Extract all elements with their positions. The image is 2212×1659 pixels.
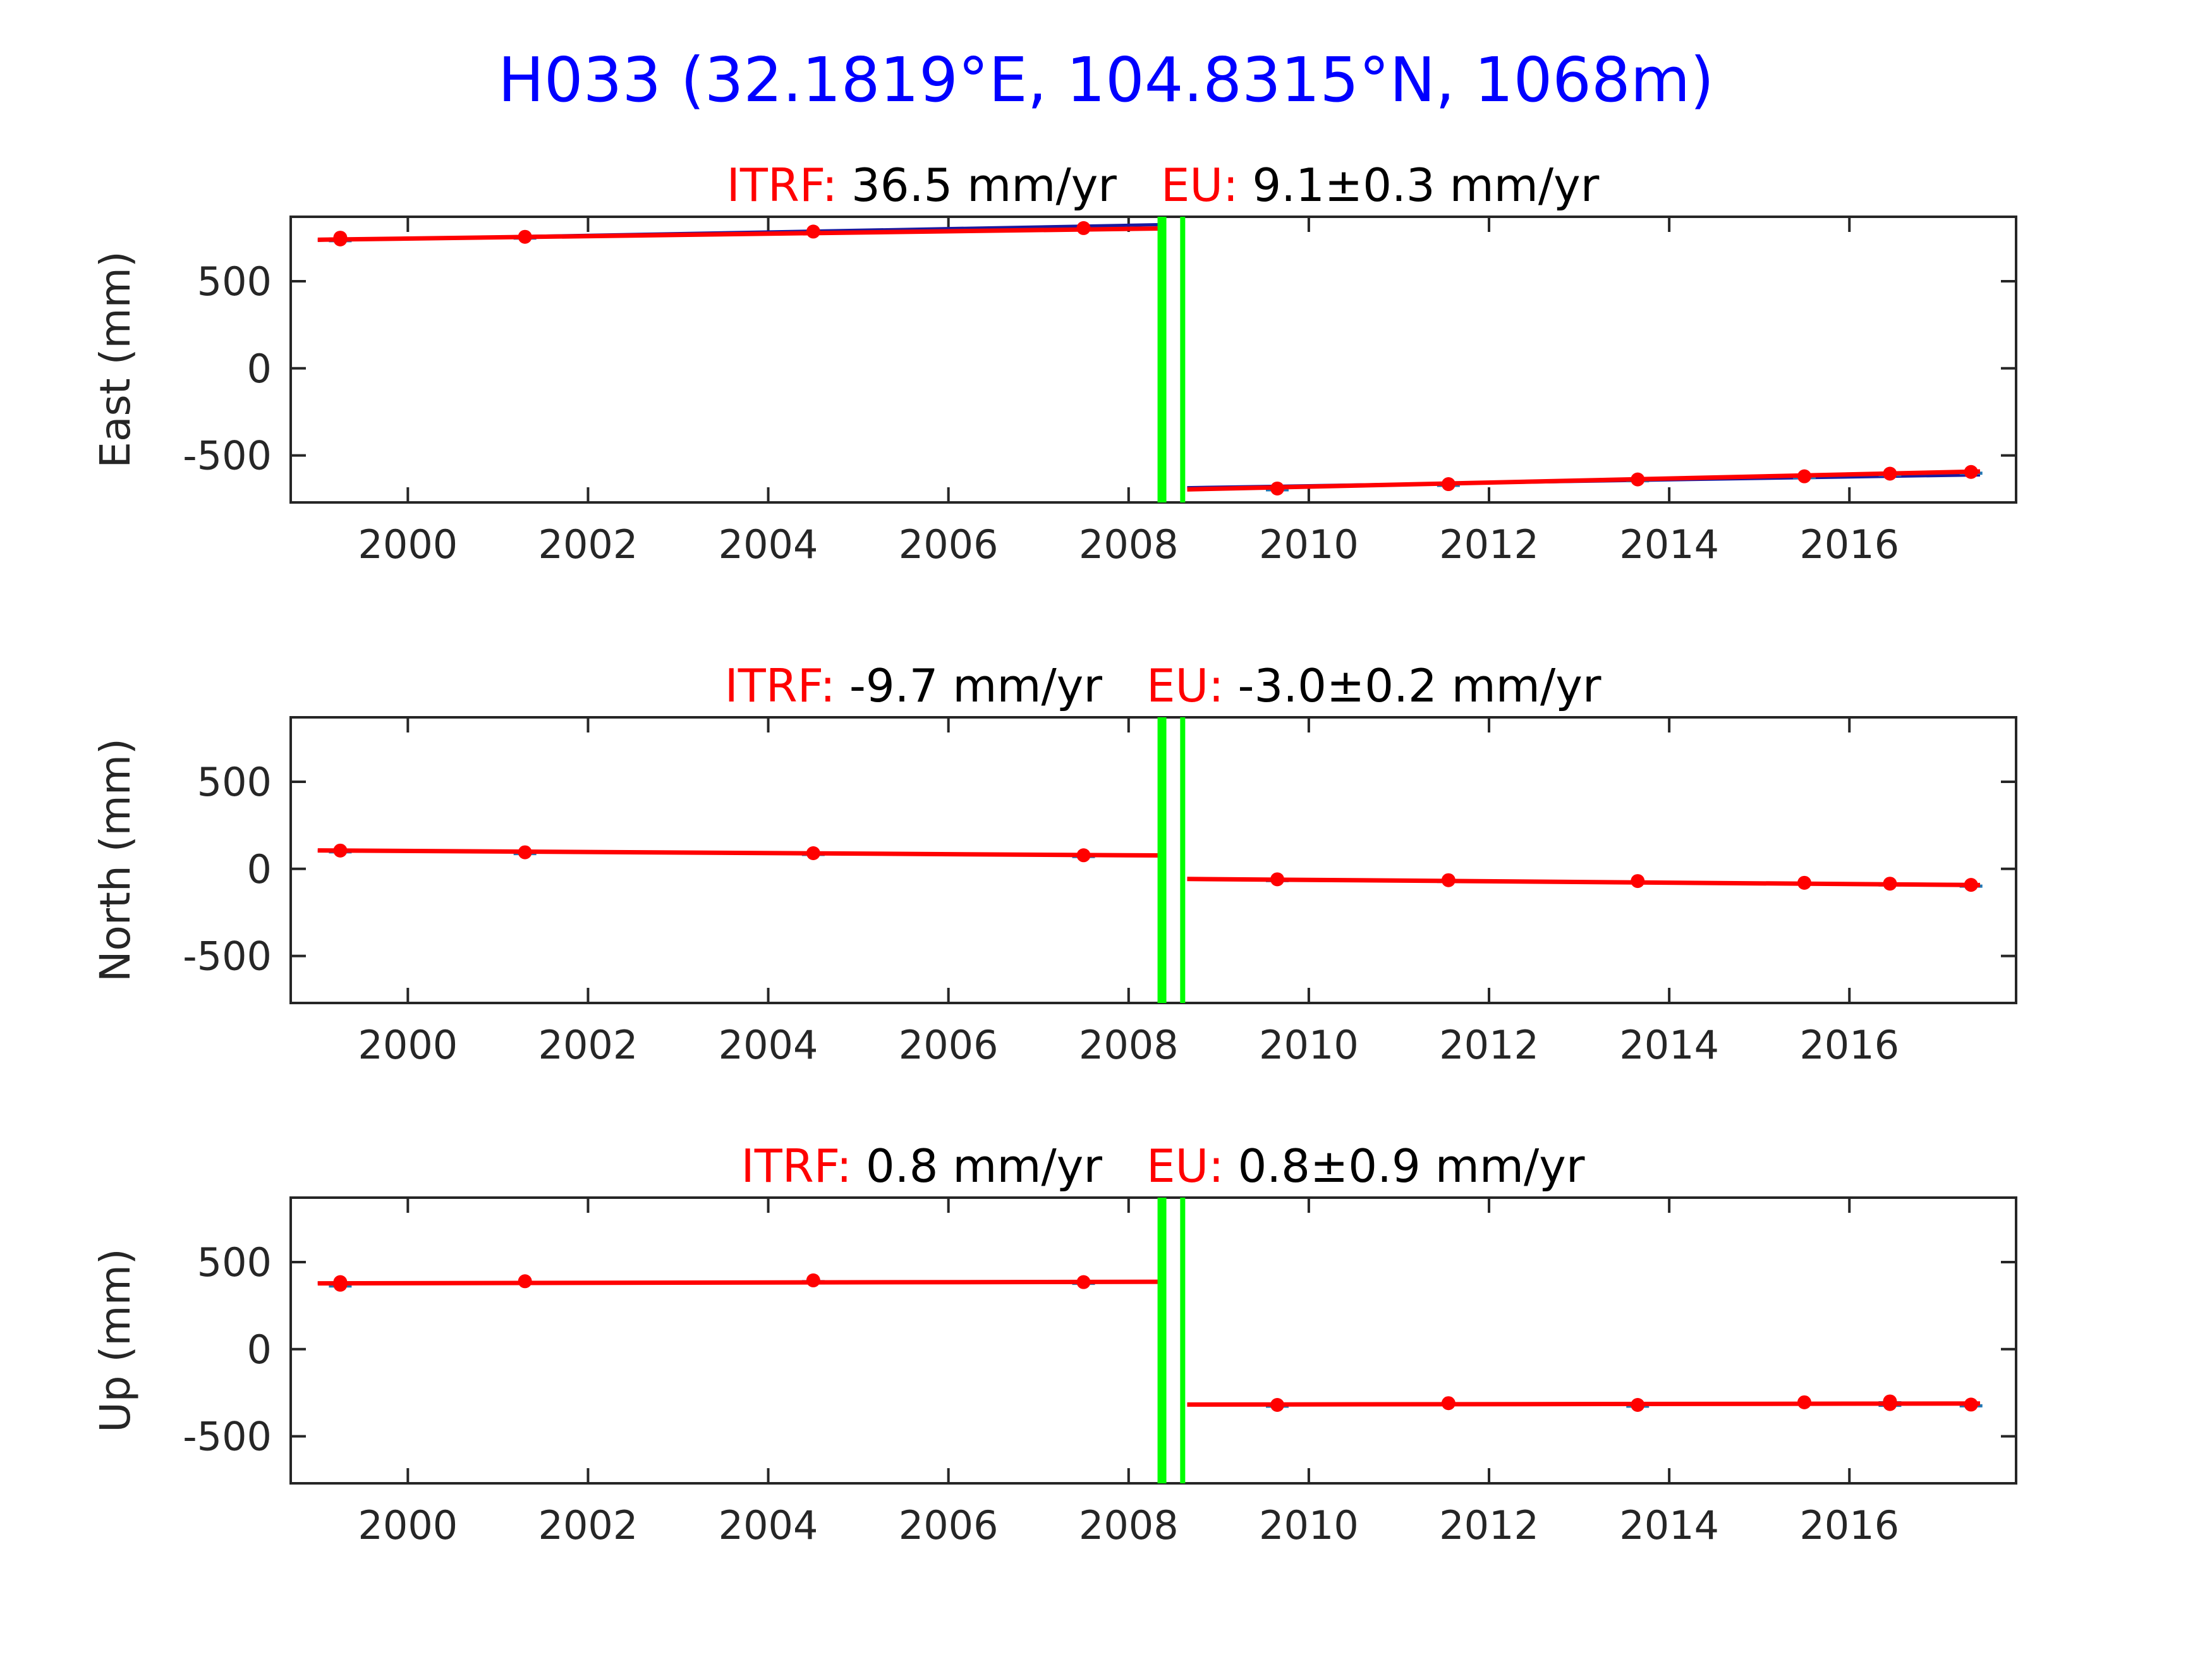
fit-line [317, 848, 1160, 858]
fit-line [317, 226, 1160, 242]
data-point [1631, 472, 1645, 487]
x-tick-label: 2016 [1799, 1502, 1899, 1548]
x-tick-label: 2002 [538, 521, 638, 568]
y-tick-label: 0 [247, 346, 272, 392]
x-tick-label: 2000 [358, 521, 458, 568]
x-tick-label: 2004 [719, 1022, 818, 1068]
data-point [333, 1277, 348, 1292]
x-tick-label: 2000 [358, 1502, 458, 1548]
x-tick-label: 2000 [358, 1022, 458, 1068]
data-point [1964, 1397, 1978, 1412]
x-tick-label: 2014 [1619, 1022, 1719, 1068]
fit-line [317, 1279, 1160, 1286]
fit-line [1187, 877, 1981, 887]
x-tick-label: 2012 [1439, 1022, 1539, 1068]
data-point [1797, 469, 1811, 483]
x-tick-label: 2004 [719, 1502, 818, 1548]
x-tick-label: 2002 [538, 1502, 638, 1548]
data-point [1883, 877, 1897, 891]
eu-label: EU: [1161, 159, 1238, 212]
itrf-label: ITRF: [741, 1139, 852, 1193]
data-point [1631, 874, 1645, 889]
data-point [1076, 221, 1091, 235]
x-tick-label: 2016 [1799, 1022, 1899, 1068]
data-point [1270, 872, 1285, 887]
data-point [518, 1274, 532, 1289]
data-point [518, 845, 532, 860]
panel-subtitle: ITRF: -9.7 mm/yr EU: -3.0±0.2 mm/yr [725, 659, 1601, 712]
figure-title: H033 (32.1819°E, 104.8315°N, 1068m) [498, 44, 1714, 116]
data-point [333, 843, 348, 858]
panel-subtitle: ITRF: 0.8 mm/yr EU: 0.8±0.9 mm/yr [741, 1139, 1585, 1193]
y-tick-label: -500 [183, 933, 272, 980]
x-tick-label: 2006 [899, 1502, 999, 1548]
eu-label: EU: [1146, 659, 1224, 712]
eu-label: EU: [1146, 1139, 1224, 1193]
y-tick-label: 0 [247, 1327, 272, 1373]
data-point [1964, 878, 1978, 892]
data-point [1441, 1396, 1455, 1411]
y-tick-label: -500 [183, 1414, 272, 1460]
y-axis-label: North (mm) [91, 738, 140, 982]
itrf-value: 36.5 mm/yr [851, 159, 1117, 212]
data-point [518, 229, 532, 244]
x-tick-label: 2002 [538, 1022, 638, 1068]
eu-value: -3.0±0.2 mm/yr [1237, 659, 1601, 712]
fit-line [1187, 469, 1981, 492]
itrf-label: ITRF: [727, 159, 837, 212]
x-tick-label: 2014 [1619, 521, 1719, 568]
x-tick-label: 2010 [1259, 1022, 1359, 1068]
x-tick-label: 2014 [1619, 1502, 1719, 1548]
y-tick-label: 500 [197, 1239, 272, 1285]
data-point [1797, 875, 1811, 890]
data-point [1076, 1275, 1091, 1289]
data-point [1441, 873, 1455, 887]
axes-box [289, 1196, 2017, 1485]
x-tick-label: 2012 [1439, 521, 1539, 568]
y-axis-label: Up (mm) [91, 1248, 140, 1432]
x-tick-label: 2004 [719, 521, 818, 568]
data-point [1883, 1397, 1897, 1411]
data-point [806, 846, 820, 860]
data-point [333, 231, 348, 245]
data-point [1270, 1397, 1285, 1412]
x-tick-label: 2010 [1259, 1502, 1359, 1548]
data-point [1964, 465, 1978, 479]
data-point [1631, 1397, 1645, 1412]
x-tick-label: 2006 [899, 521, 999, 568]
data-point [1883, 466, 1897, 481]
x-tick-label: 2010 [1259, 521, 1359, 568]
itrf-value: -9.7 mm/yr [849, 659, 1103, 712]
x-tick-label: 2008 [1079, 1502, 1179, 1548]
x-tick-label: 2008 [1079, 521, 1179, 568]
data-point [1270, 481, 1285, 495]
itrf-value: 0.8 mm/yr [866, 1139, 1103, 1193]
panel-east: 2000 2002 2004 2006 2008 2010 2012 2014 2016 500 0… [91, 159, 2017, 568]
panels: 2000 2002 2004 2006 2008 2010 2012 2014 2016 500 0… [91, 159, 2017, 1548]
data-point [806, 224, 820, 239]
fit-line [1187, 1401, 1980, 1407]
eu-value: 0.8±0.9 mm/yr [1237, 1139, 1584, 1193]
y-axis-label: East (mm) [91, 251, 140, 468]
data-point [806, 1273, 820, 1287]
data-point [1441, 477, 1455, 492]
panel-subtitle: ITRF: 36.5 mm/yr EU: 9.1±0.3 mm/yr [727, 159, 1600, 212]
y-tick-label: -500 [183, 433, 272, 479]
axes-box [289, 216, 2017, 504]
y-tick-label: 500 [197, 258, 272, 305]
data-point [1797, 1395, 1811, 1409]
axes-box [289, 716, 2017, 1004]
itrf-label: ITRF: [725, 659, 836, 712]
x-tick-label: 2016 [1799, 521, 1899, 568]
x-tick-label: 2006 [899, 1022, 999, 1068]
x-tick-label: 2012 [1439, 1502, 1539, 1548]
x-tick-label: 2008 [1079, 1022, 1179, 1068]
panel-north: 2000 2002 2004 2006 2008 2010 2012 2014 2016 500 0… [91, 659, 2017, 1068]
y-tick-label: 0 [247, 846, 272, 892]
panel-up: 2000 2002 2004 2006 2008 2010 2012 2014 2016 500 0… [91, 1139, 2017, 1548]
eu-value: 9.1±0.3 mm/yr [1252, 159, 1599, 212]
data-point [1076, 848, 1091, 863]
y-tick-label: 500 [197, 759, 272, 805]
